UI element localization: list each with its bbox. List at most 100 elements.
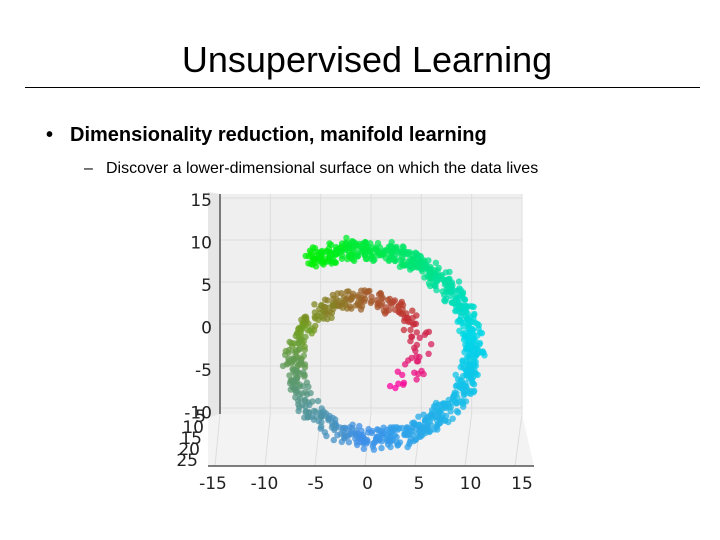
data-point <box>293 354 300 361</box>
data-point <box>305 260 312 267</box>
data-point <box>301 414 308 421</box>
data-point <box>363 288 371 296</box>
data-point <box>343 234 350 242</box>
data-point <box>289 358 296 365</box>
data-point <box>358 427 365 435</box>
data-point <box>363 440 370 447</box>
data-point <box>450 392 458 399</box>
data-point <box>459 289 467 296</box>
data-point <box>370 446 378 453</box>
data-point <box>462 302 470 310</box>
data-point <box>413 251 421 258</box>
data-point <box>338 255 346 262</box>
data-point <box>353 439 360 446</box>
data-point <box>309 398 316 405</box>
data-point <box>324 315 331 323</box>
data-point <box>377 289 384 297</box>
data-point <box>452 371 459 378</box>
data-point <box>416 334 423 341</box>
left-pane <box>208 192 220 418</box>
data-point <box>400 262 407 269</box>
data-point <box>470 303 477 310</box>
data-point <box>474 371 481 379</box>
data-point <box>427 421 435 429</box>
data-point <box>373 297 380 304</box>
data-point <box>398 298 405 306</box>
data-point <box>413 426 421 433</box>
data-point <box>332 259 339 266</box>
data-point <box>314 397 322 405</box>
data-point <box>427 270 434 278</box>
data-point <box>386 246 393 253</box>
data-point <box>469 326 476 333</box>
data-point <box>295 397 302 404</box>
z-tick-label: 20 <box>178 440 200 460</box>
data-point <box>316 253 324 260</box>
data-point <box>467 314 474 321</box>
data-point <box>292 332 299 340</box>
data-point <box>291 340 298 347</box>
data-point <box>362 295 369 303</box>
data-point <box>328 309 336 317</box>
data-point <box>360 445 367 452</box>
data-point <box>463 354 471 361</box>
data-point <box>394 426 401 433</box>
data-point <box>300 352 307 359</box>
data-point <box>368 298 375 305</box>
data-point <box>399 305 406 313</box>
data-point <box>452 383 460 390</box>
data-point <box>394 368 401 375</box>
data-point <box>339 304 346 311</box>
x-tick-label: -10 <box>251 474 279 494</box>
data-point <box>425 328 433 335</box>
data-point <box>406 249 413 256</box>
data-point <box>302 333 309 341</box>
data-point <box>307 389 314 397</box>
sub-bullet-discover: – Discover a lower-dimensional surface on… <box>84 160 538 178</box>
z-tick-label: 25 <box>176 451 198 471</box>
data-point <box>321 429 328 436</box>
data-point <box>362 246 369 253</box>
data-point <box>387 443 394 451</box>
data-point <box>378 295 385 302</box>
data-point <box>386 382 394 390</box>
x-tick-label: -5 <box>308 474 325 494</box>
data-point <box>374 240 382 247</box>
data-point <box>471 387 478 395</box>
x-tick-label: -15 <box>199 474 227 494</box>
y-tick-label: -5 <box>195 361 212 381</box>
data-point <box>439 412 446 419</box>
data-points <box>279 234 488 453</box>
data-point <box>418 367 425 375</box>
data-point <box>349 253 356 260</box>
data-point <box>361 240 368 248</box>
data-point <box>380 250 387 257</box>
data-point <box>384 296 392 304</box>
data-point <box>401 429 408 436</box>
data-point <box>374 433 381 440</box>
data-point <box>355 292 362 299</box>
floor-pane <box>208 414 534 466</box>
data-point <box>338 299 346 306</box>
data-point <box>432 259 440 266</box>
data-point <box>297 332 304 339</box>
data-point <box>382 304 390 311</box>
data-point <box>475 321 482 329</box>
data-point <box>387 424 394 431</box>
data-point <box>334 432 341 439</box>
data-point <box>457 382 464 389</box>
data-point <box>411 369 418 376</box>
axis-lines <box>208 194 534 467</box>
data-point <box>312 263 320 270</box>
data-point <box>378 444 385 452</box>
data-point <box>445 418 452 426</box>
data-point <box>354 252 362 260</box>
data-point <box>307 249 315 256</box>
data-point <box>433 423 440 431</box>
data-point <box>399 371 406 379</box>
sub-bullet-text: Discover a lower-dimensional surface on … <box>106 160 539 177</box>
data-point <box>291 349 299 356</box>
data-point <box>410 258 417 266</box>
data-point <box>336 246 343 253</box>
